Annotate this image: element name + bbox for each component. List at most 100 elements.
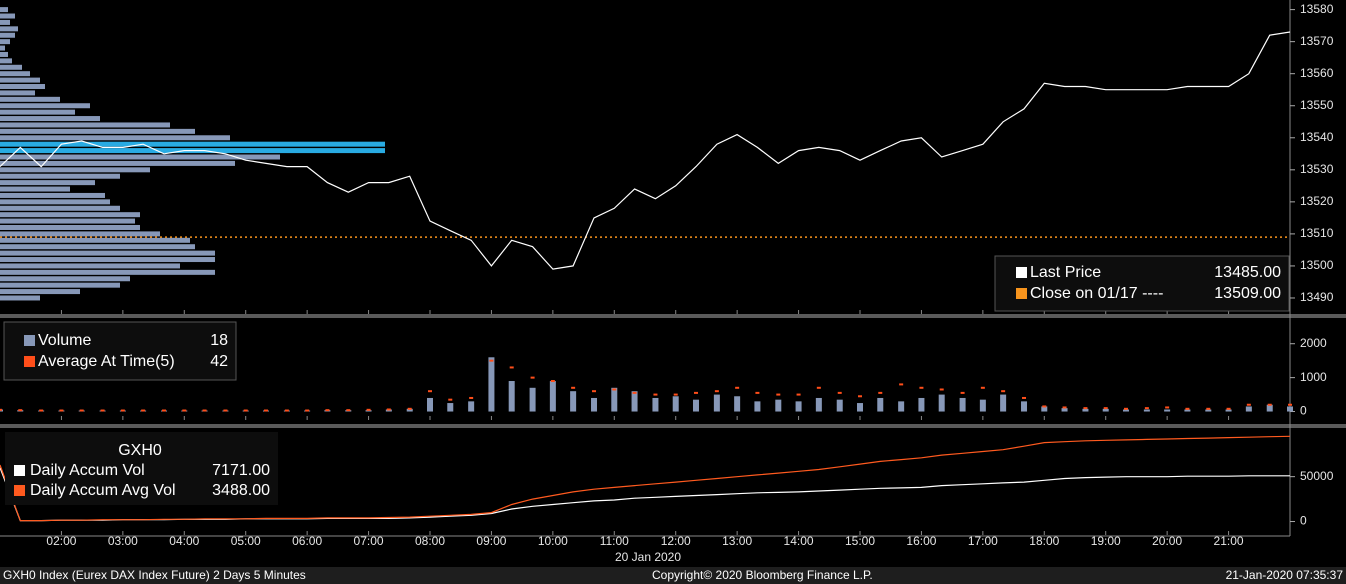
x-tick-label: 15:00 bbox=[845, 534, 875, 548]
profile-bar bbox=[0, 45, 5, 51]
average-dot bbox=[1083, 407, 1088, 410]
footer-center: Copyright© 2020 Bloomberg Finance L.P. bbox=[652, 568, 873, 582]
profile-bar bbox=[0, 51, 8, 57]
volume-bar bbox=[979, 399, 986, 412]
legend-label: Volume bbox=[38, 332, 91, 349]
overlay-layer: Last Price 13485.00 Close on 01/17 ---- … bbox=[3, 255, 1343, 582]
profile-bar bbox=[0, 116, 100, 122]
average-dot bbox=[325, 409, 330, 412]
y-tick-label: 13580 bbox=[1300, 2, 1334, 16]
volume-bar bbox=[1225, 409, 1232, 412]
profile-bar bbox=[0, 109, 75, 115]
volume-bar bbox=[877, 397, 884, 412]
average-dot bbox=[612, 388, 617, 391]
volume-bar bbox=[795, 401, 802, 412]
x-tick-label: 04:00 bbox=[169, 534, 199, 548]
average-dot bbox=[899, 383, 904, 386]
average-dot bbox=[878, 391, 883, 394]
average-dot bbox=[1103, 407, 1108, 410]
profile-bar bbox=[0, 128, 195, 134]
profile-bar bbox=[0, 289, 80, 295]
legend-box bbox=[994, 255, 1290, 312]
average-dot bbox=[632, 391, 637, 394]
legend-label: Daily Accum Vol bbox=[30, 462, 145, 479]
x-tick-label: 14:00 bbox=[784, 534, 814, 548]
volume-bar bbox=[692, 399, 699, 412]
average-dot bbox=[202, 409, 207, 412]
profile-bar bbox=[0, 167, 150, 173]
profile-bar bbox=[0, 237, 190, 243]
average-dot bbox=[1267, 403, 1272, 406]
profile-bar bbox=[0, 257, 215, 263]
volume-bar bbox=[591, 397, 598, 412]
volume-bar bbox=[385, 409, 392, 412]
profile-bar bbox=[0, 295, 40, 301]
volume-bar bbox=[836, 399, 843, 412]
x-tick-label: 10:00 bbox=[538, 534, 568, 548]
profile-bar bbox=[0, 282, 120, 288]
average-dot bbox=[1123, 407, 1128, 410]
x-tick-label: 12:00 bbox=[661, 534, 691, 548]
average-dot bbox=[1022, 396, 1027, 399]
average-dot bbox=[1288, 403, 1292, 406]
volume-bar bbox=[1041, 406, 1048, 412]
profile-bar bbox=[0, 122, 170, 128]
profile-bar bbox=[0, 58, 12, 64]
profile-bar bbox=[0, 199, 110, 205]
volume-bar bbox=[1021, 401, 1028, 412]
legend-value: 13509.00 bbox=[1214, 285, 1281, 302]
legend-label: Close on 01/17 ---- bbox=[1030, 285, 1163, 302]
legend-swatch bbox=[24, 335, 35, 346]
average-dot bbox=[182, 409, 187, 412]
legend-label: Last Price bbox=[1030, 264, 1101, 281]
y-tick-label: 1000 bbox=[1300, 370, 1327, 384]
average-dot bbox=[776, 393, 781, 396]
average-dot bbox=[79, 409, 84, 412]
volume-bar bbox=[959, 397, 966, 412]
volume-bar bbox=[754, 401, 761, 412]
average-dot bbox=[386, 408, 391, 411]
average-dot bbox=[100, 409, 105, 412]
average-dot bbox=[489, 359, 494, 362]
profile-bar bbox=[0, 186, 70, 192]
x-tick-label: 03:00 bbox=[108, 534, 138, 548]
average-dot bbox=[223, 409, 228, 412]
average-dot bbox=[919, 386, 924, 389]
average-dot bbox=[509, 366, 514, 369]
average-dot bbox=[592, 390, 597, 393]
average-dot bbox=[0, 408, 2, 411]
average-dot bbox=[980, 386, 985, 389]
volume-bar bbox=[1205, 409, 1212, 412]
profile-bar bbox=[0, 103, 90, 109]
volume-bar bbox=[652, 397, 659, 412]
y-tick-label: 50000 bbox=[1300, 469, 1334, 483]
y-tick-label: 0 bbox=[1300, 404, 1307, 418]
average-dot bbox=[428, 390, 432, 393]
average-dot bbox=[693, 391, 698, 394]
panel-title: GXH0 bbox=[118, 442, 162, 459]
average-dot bbox=[407, 407, 412, 410]
profile-bar bbox=[0, 135, 230, 141]
average-dot bbox=[346, 409, 351, 412]
profile-bar bbox=[0, 13, 15, 19]
legend-swatch bbox=[14, 485, 25, 496]
average-dot bbox=[735, 386, 740, 389]
legend-swatch bbox=[24, 356, 35, 367]
profile-bar bbox=[0, 173, 120, 179]
legend-box bbox=[5, 432, 278, 505]
profile-bar bbox=[0, 141, 385, 147]
average-dot bbox=[141, 409, 146, 412]
profile-bar bbox=[0, 160, 235, 166]
x-tick-label: 18:00 bbox=[1029, 534, 1059, 548]
y-tick-label: 13540 bbox=[1300, 130, 1334, 144]
x-axis-label: 20 Jan 2020 bbox=[615, 550, 681, 564]
profile-bar bbox=[0, 26, 18, 32]
average-dot bbox=[653, 393, 658, 396]
footer-bar bbox=[0, 567, 1346, 584]
profile-bar bbox=[0, 64, 22, 70]
volume-bar bbox=[549, 381, 556, 412]
average-dot bbox=[1062, 406, 1067, 409]
x-tick-label: 06:00 bbox=[292, 534, 322, 548]
volume-bar bbox=[734, 396, 741, 412]
